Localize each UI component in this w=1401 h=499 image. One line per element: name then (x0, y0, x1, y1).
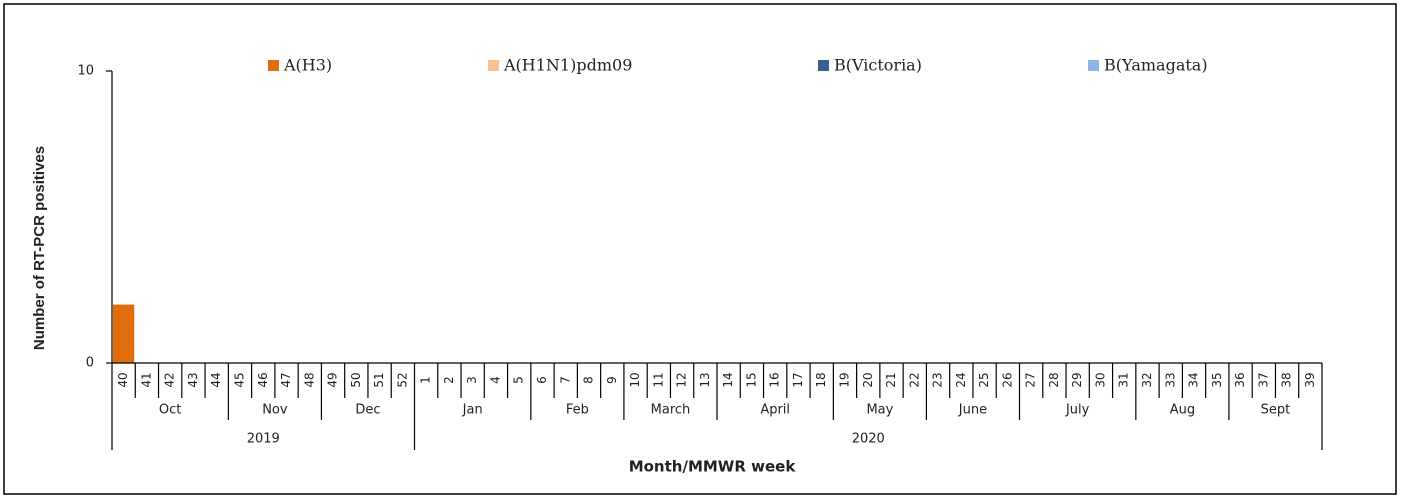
month-label: May (866, 403, 893, 418)
x-tick-label: 36 (1233, 372, 1247, 387)
y-tick-label: 0 (86, 356, 94, 371)
x-tick-label: 7 (558, 376, 572, 384)
x-tick-label: 45 (232, 372, 246, 387)
x-tick-label: 46 (256, 372, 270, 387)
month-label: July (1065, 403, 1090, 418)
y-tick-label: 10 (77, 64, 94, 79)
month-label: Aug (1170, 403, 1195, 418)
x-tick-label: 30 (1093, 372, 1107, 387)
x-tick-label: 49 (326, 372, 340, 387)
x-tick-label: 40 (116, 372, 130, 387)
x-tick-label: 23 (931, 372, 945, 387)
legend-swatch (818, 60, 829, 71)
legend-label: A(H1N1)pdm09 (503, 56, 632, 75)
x-tick-label: 28 (1047, 372, 1061, 387)
x-tick-label: 5 (512, 376, 526, 384)
x-tick-label: 29 (1070, 372, 1084, 387)
x-tick-label: 27 (1024, 372, 1038, 387)
x-tick-label: 10 (628, 372, 642, 387)
x-tick-label: 47 (279, 372, 293, 387)
x-tick-label: 9 (605, 376, 619, 384)
x-tick-label: 17 (791, 372, 805, 387)
x-tick-label: 43 (186, 372, 200, 387)
x-tick-label: 37 (1256, 372, 1270, 387)
month-label: June (958, 403, 987, 418)
x-tick-label: 26 (1000, 372, 1014, 387)
x-tick-label: 25 (977, 372, 991, 387)
x-tick-label: 38 (1280, 372, 1294, 387)
year-label: 2020 (852, 432, 885, 447)
x-tick-label: 33 (1163, 372, 1177, 387)
x-tick-label: 41 (139, 372, 153, 387)
x-tick-label: 4 (488, 376, 502, 384)
legend-label: B(Yamagata) (1104, 56, 1208, 75)
x-tick-label: 12 (675, 372, 689, 387)
frame (3, 3, 1397, 495)
x-tick-label: 13 (698, 372, 712, 387)
x-tick-label: 32 (1140, 372, 1154, 387)
legend-swatch (488, 60, 499, 71)
x-tick-label: 50 (349, 372, 363, 387)
month-label: March (651, 403, 691, 418)
legend-label: B(Victoria) (834, 56, 922, 75)
x-tick-label: 14 (721, 372, 735, 387)
month-label: Feb (566, 403, 589, 418)
x-tick-label: 19 (837, 372, 851, 387)
month-label: Jan (462, 403, 483, 418)
month-label: Dec (355, 403, 380, 418)
x-tick-label: 52 (395, 372, 409, 387)
x-tick-label: 11 (651, 372, 665, 387)
x-tick-label: 15 (744, 372, 758, 387)
month-label: Sept (1261, 403, 1291, 418)
year-label: 2019 (247, 432, 280, 447)
x-tick-label: 44 (209, 372, 223, 387)
x-tick-label: 1 (419, 376, 433, 384)
month-label: Nov (262, 403, 288, 418)
x-tick-label: 21 (884, 372, 898, 387)
x-tick-label: 18 (814, 372, 828, 387)
month-label: April (760, 403, 790, 418)
x-tick-label: 2 (442, 376, 456, 384)
x-tick-label: 22 (907, 372, 921, 387)
month-label: Oct (159, 403, 181, 418)
x-tick-label: 16 (768, 372, 782, 387)
x-tick-label: 20 (861, 372, 875, 387)
x-tick-label: 42 (163, 372, 177, 387)
x-tick-label: 3 (465, 376, 479, 384)
y-axis-title: Number of RT-PCR positives (31, 146, 48, 350)
legend-label: A(H3) (283, 56, 332, 75)
x-tick-label: 35 (1210, 372, 1224, 387)
x-axis-title: Month/MMWR week (629, 458, 797, 476)
x-tick-label: 31 (1117, 372, 1131, 387)
x-tick-label: 8 (582, 376, 596, 384)
bar (113, 304, 135, 363)
x-tick-label: 34 (1187, 372, 1201, 387)
x-tick-label: 51 (372, 372, 386, 387)
x-tick-label: 48 (302, 372, 316, 387)
legend-swatch (1088, 60, 1099, 71)
legend-swatch (268, 60, 279, 71)
x-tick-label: 39 (1303, 372, 1317, 387)
x-tick-label: 6 (535, 376, 549, 384)
x-tick-label: 24 (954, 372, 968, 387)
